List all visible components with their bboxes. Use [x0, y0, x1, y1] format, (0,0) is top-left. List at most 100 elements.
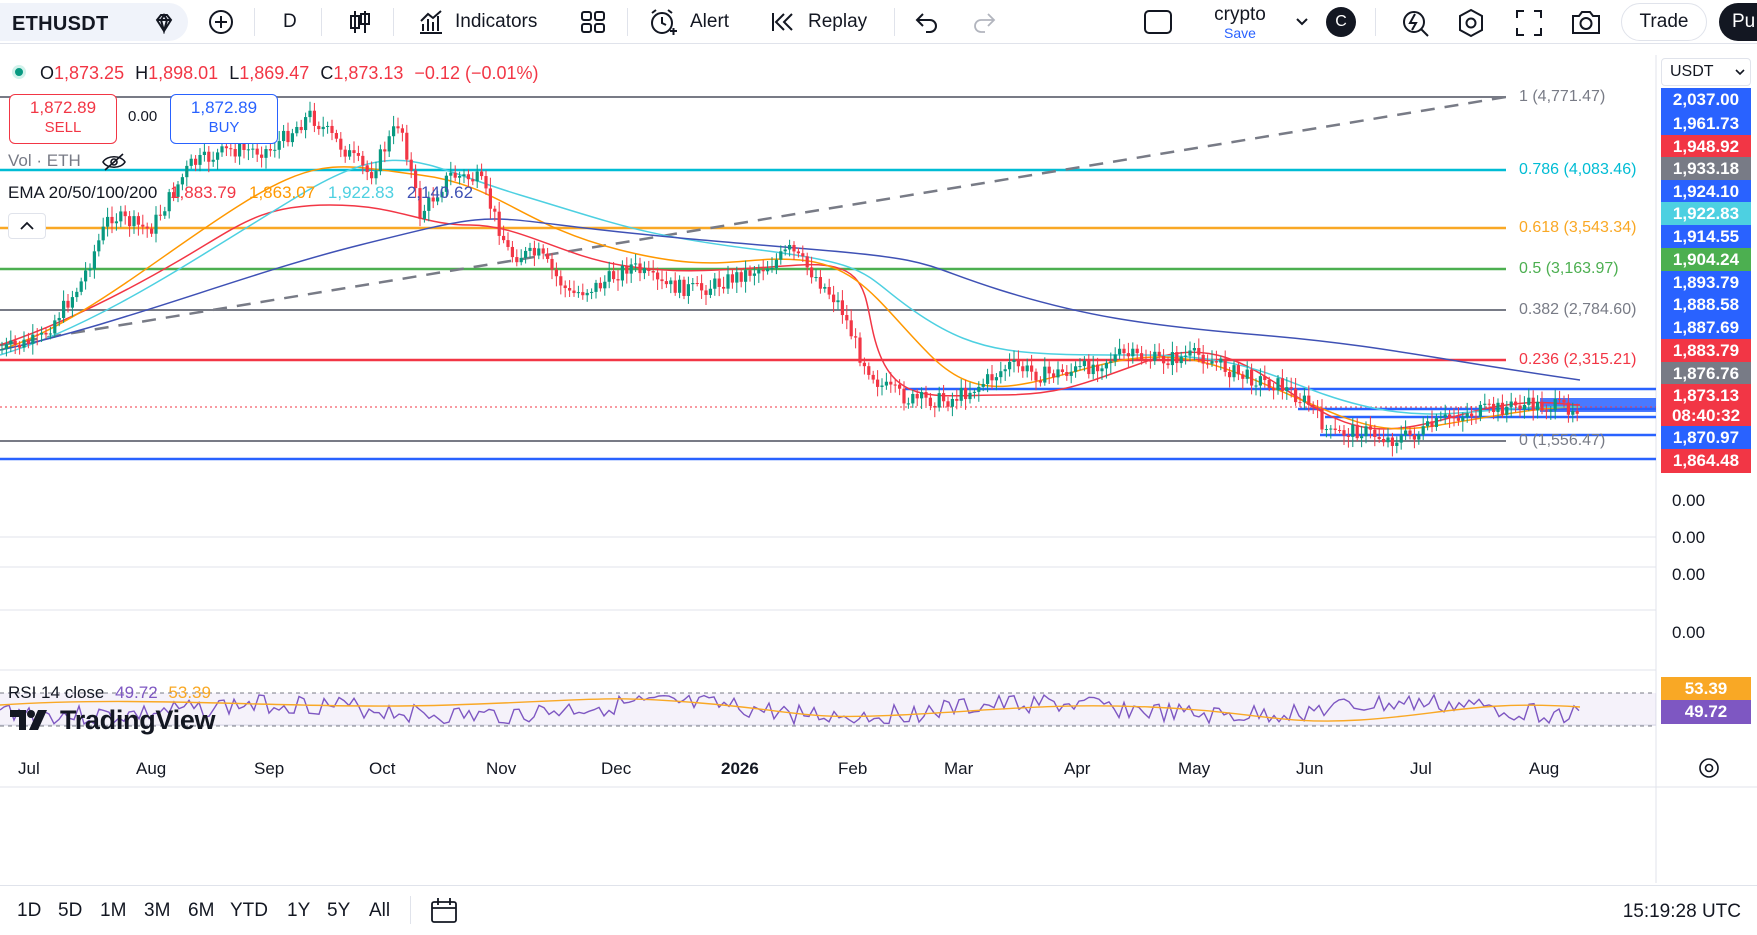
candle-body	[669, 280, 673, 285]
candle-body	[1324, 429, 1328, 431]
range-button[interactable]: 1M	[100, 900, 127, 921]
calendar-range-icon[interactable]	[429, 896, 459, 926]
candle-body	[911, 393, 915, 404]
time-axis-label: Sep	[254, 759, 285, 778]
candle-body	[1360, 436, 1364, 439]
candle-body	[1192, 347, 1196, 351]
interval-button[interactable]: D	[283, 0, 297, 44]
candle-body	[1021, 366, 1025, 372]
eye-hidden-icon[interactable]	[101, 152, 127, 172]
candle-body	[1522, 404, 1526, 410]
range-button[interactable]: 5D	[58, 900, 83, 921]
candle-body	[972, 391, 976, 393]
candle-body	[462, 174, 466, 177]
range-button[interactable]: All	[369, 900, 391, 921]
status-dot[interactable]	[12, 65, 26, 79]
candle-body	[524, 250, 528, 258]
candle-body	[1210, 361, 1214, 364]
sell-button[interactable]: 1,872.89 SELL	[9, 94, 117, 144]
close-key: C	[320, 63, 334, 83]
range-button[interactable]: 6M	[188, 900, 215, 921]
chevron-down-icon[interactable]	[1295, 16, 1309, 28]
publish-button[interactable]: Pu	[1719, 3, 1757, 41]
candle-body	[101, 226, 105, 241]
symbol-search[interactable]: ETHUSDT	[0, 3, 188, 41]
candle-body	[1531, 397, 1535, 411]
candle-body	[1109, 361, 1113, 363]
ema-legend[interactable]: EMA 20/50/100/200 1,883.79 1,863.07 1,92…	[8, 183, 473, 203]
candle-body	[1566, 402, 1570, 415]
rsi-legend[interactable]: RSI 14 close 49.72 53.39	[8, 683, 211, 703]
alert-button[interactable]: Alert	[648, 0, 729, 44]
currency-select[interactable]: USDT	[1661, 58, 1751, 86]
volume-label[interactable]: Vol · ETH	[8, 151, 81, 170]
undo-icon[interactable]	[914, 10, 940, 34]
candle-body	[75, 291, 79, 298]
range-button[interactable]: 5Y	[327, 900, 351, 921]
chart-canvas[interactable]	[0, 55, 1757, 885]
candle-body	[1492, 403, 1496, 413]
candle-body	[906, 403, 910, 405]
tradingview-logo[interactable]: TradingView	[10, 703, 216, 737]
range-button[interactable]: 1Y	[287, 900, 311, 921]
symbol-name[interactable]: ETHUSDT	[12, 13, 109, 35]
layout-menu[interactable]: crypto Save	[1195, 4, 1285, 42]
trade-button[interactable]: Trade	[1621, 3, 1707, 41]
candle-type-icon[interactable]	[347, 8, 373, 36]
close-value: 1,873.13	[333, 63, 404, 83]
candle-body	[673, 280, 677, 293]
indicators-button[interactable]: Indicators	[417, 0, 537, 44]
compare-add-icon[interactable]	[208, 9, 234, 35]
candle-body	[40, 332, 44, 335]
volume-axis-label: 0.00	[1672, 491, 1706, 510]
candle-body	[889, 381, 893, 385]
candle-body	[559, 276, 563, 286]
collapse-legend-button[interactable]	[8, 213, 46, 239]
templates-icon[interactable]	[580, 10, 606, 34]
range-button[interactable]: 1D	[17, 900, 42, 921]
expand-icon[interactable]	[1515, 9, 1543, 37]
candle-body	[1373, 429, 1377, 438]
candle-body	[1448, 414, 1452, 418]
settings-icon[interactable]	[1456, 8, 1486, 38]
avatar[interactable]: C	[1326, 7, 1356, 37]
ema-label: EMA 20/50/100/200	[8, 183, 158, 202]
replay-button[interactable]: Replay	[770, 0, 867, 44]
settings-icon[interactable]	[1697, 756, 1721, 780]
candle-body	[1038, 380, 1042, 383]
quick-search-icon[interactable]	[1400, 8, 1430, 38]
buy-price: 1,872.89	[190, 98, 258, 117]
candle-body	[48, 333, 52, 335]
candle-body	[1096, 364, 1100, 372]
candle-body	[568, 288, 572, 291]
chart-area[interactable]: O1,873.25 H1,898.01 L1,869.47 C1,873.13 …	[0, 55, 1757, 935]
candle-body	[1395, 442, 1399, 446]
camera-icon[interactable]	[1570, 8, 1602, 36]
candle-body	[1544, 410, 1548, 412]
clock-label[interactable]: 15:19:28 UTC	[1622, 901, 1741, 922]
sell-price: 1,872.89	[29, 98, 97, 117]
candle-body	[625, 265, 629, 274]
candle-body	[1245, 369, 1249, 379]
diamond-icon[interactable]	[153, 12, 175, 34]
price-zone[interactable]	[1540, 398, 1656, 412]
candle-body	[1549, 410, 1553, 412]
candle-body	[757, 269, 761, 274]
buy-button[interactable]: 1,872.89 BUY	[170, 94, 278, 144]
range-button[interactable]: YTD	[230, 900, 268, 921]
range-button[interactable]: 3M	[144, 900, 171, 921]
candle-body	[818, 277, 822, 289]
candle-body	[176, 184, 180, 197]
candle-body	[810, 267, 814, 278]
sell-label: SELL	[44, 119, 82, 136]
candle-body	[238, 143, 242, 157]
candle-body	[224, 146, 228, 149]
candle-body	[57, 317, 61, 321]
ema-50-line	[0, 166, 1581, 430]
time-axis-label: Dec	[601, 759, 632, 778]
redo-icon[interactable]	[971, 10, 997, 34]
candle-body	[876, 379, 880, 387]
fib-retracement[interactable]	[0, 95, 1507, 442]
candle-body	[607, 271, 611, 282]
fullscreen-toggle-icon[interactable]	[1143, 8, 1173, 36]
